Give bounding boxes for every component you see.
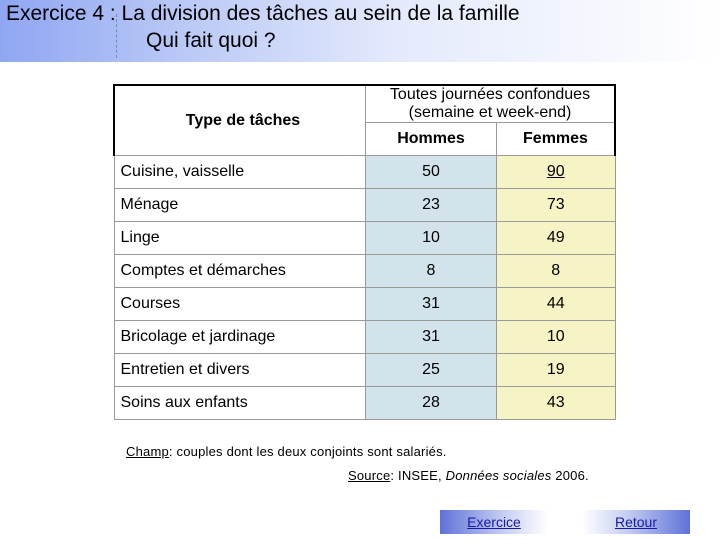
task-division-table: Type de tâches Toutes journées confondue… <box>113 84 616 420</box>
men-value-cell: 50 <box>365 155 497 189</box>
women-value-cell: 8 <box>496 254 616 288</box>
men-value-cell: 25 <box>365 353 497 387</box>
table-row: Soins aux enfants 28 43 <box>113 386 616 420</box>
men-value-cell: 31 <box>365 320 497 354</box>
women-value-cell[interactable]: 90 <box>496 155 616 189</box>
page-title: Exercice 4 : La division des tâches au s… <box>6 0 706 54</box>
title-line-2: Qui fait quoi ? <box>146 29 276 52</box>
women-value-cell: 49 <box>496 221 616 255</box>
header-row-columns: Hommes Femmes <box>114 122 616 156</box>
source-text-b: 2006. <box>551 468 589 483</box>
source-text-a: : INSEE, <box>390 468 446 483</box>
men-value-cell: 31 <box>365 287 497 321</box>
scope-text: : couples dont les deux conjoints sont s… <box>168 444 447 459</box>
task-cell: Entretien et divers <box>113 353 366 387</box>
women-value-cell: 43 <box>496 386 616 420</box>
column-header-men: Hommes <box>365 122 497 156</box>
source-publication: Données sociales <box>445 468 552 483</box>
header-row-group: Type de tâches Toutes journées confondue… <box>113 84 616 156</box>
task-cell: Ménage <box>113 188 366 222</box>
source-note: Source: INSEE, Données sociales 2006. <box>348 468 589 483</box>
banner-divider <box>116 14 117 58</box>
title-banner <box>0 0 720 62</box>
table-row: Bricolage et jardinage 31 10 <box>113 320 616 354</box>
return-button[interactable]: Retour <box>582 510 690 534</box>
title-line-1: Exercice 4 : La division des tâches au s… <box>6 2 520 25</box>
scope-label: Champ <box>126 444 169 459</box>
women-value-cell: 19 <box>496 353 616 387</box>
task-cell: Cuisine, vaisselle <box>113 155 366 189</box>
women-value-cell: 44 <box>496 287 616 321</box>
women-value-cell: 10 <box>496 320 616 354</box>
women-value-link[interactable]: 90 <box>546 163 565 180</box>
source-label: Source <box>348 468 391 483</box>
task-cell: Courses <box>113 287 366 321</box>
group-header: Toutes journées confondues (semaine et w… <box>365 84 616 123</box>
task-cell: Bricolage et jardinage <box>113 320 366 354</box>
task-cell: Linge <box>113 221 366 255</box>
table-row: Linge 10 49 <box>113 221 616 255</box>
men-value-cell: 23 <box>365 188 497 222</box>
scope-note: Champ: couples dont les deux conjoints s… <box>126 444 447 459</box>
exercise-button[interactable]: Exercice <box>440 510 548 534</box>
table-row: Entretien et divers 25 19 <box>113 353 616 387</box>
men-value-cell: 8 <box>365 254 497 288</box>
table-row: Comptes et démarches 8 8 <box>113 254 616 288</box>
men-value-cell: 10 <box>365 221 497 255</box>
women-value-cell: 73 <box>496 188 616 222</box>
task-cell: Soins aux enfants <box>113 386 366 420</box>
column-header-women: Femmes <box>496 122 616 156</box>
table-row: Cuisine, vaisselle 50 90 <box>113 155 616 189</box>
corner-header: Type de tâches <box>113 84 366 156</box>
task-cell: Comptes et démarches <box>113 254 366 288</box>
table-row: Courses 31 44 <box>113 287 616 321</box>
men-value-cell: 28 <box>365 386 497 420</box>
table-row: Ménage 23 73 <box>113 188 616 222</box>
